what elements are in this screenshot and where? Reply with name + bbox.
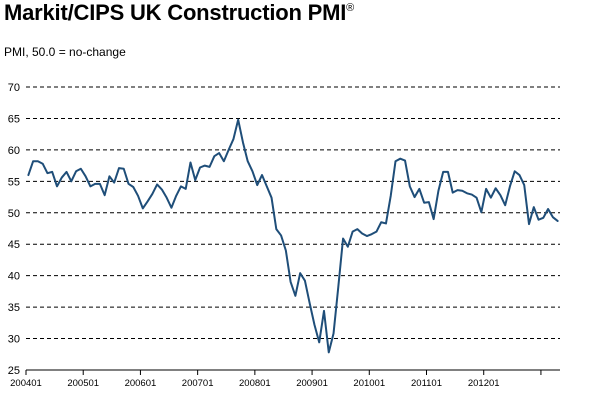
y-tick-label: 45 (8, 239, 20, 251)
x-axis: 200401 200501 200601 200701 200801 200901 2010… (10, 369, 560, 389)
registered-mark: ® (346, 2, 355, 14)
chart-subtitle: PMI, 50.0 = no-change (4, 45, 126, 59)
y-tick-label: 40 (8, 271, 20, 283)
x-tick-label: 200501 (67, 378, 99, 389)
y-tick-label: 25 (8, 365, 20, 377)
chart-title: Markit/CIPS UK Construction PMI® (4, 0, 355, 25)
x-tick-label: 201101 (411, 378, 442, 389)
y-axis-ticks: 25 30 35 40 45 50 55 60 65 70 (8, 82, 20, 377)
y-tick-label: 35 (8, 302, 20, 314)
x-tick-label: 201201 (468, 378, 500, 389)
y-tick-label: 60 (8, 145, 20, 157)
x-tick-label: 200801 (239, 378, 271, 389)
y-tick-label: 55 (8, 176, 20, 188)
x-tick-label: 201001 (353, 378, 385, 389)
gridlines (26, 86, 560, 340)
y-tick-label: 50 (8, 208, 20, 220)
x-tick-label: 200901 (296, 378, 328, 389)
x-tick-label: 200401 (10, 378, 42, 389)
y-tick-label: 30 (8, 334, 20, 346)
y-tick-label: 65 (8, 113, 20, 125)
x-tick-label: 200701 (182, 378, 214, 389)
series-layer (27, 118, 559, 354)
x-tick-label: 200601 (125, 378, 157, 389)
y-tick-label: 70 (8, 82, 20, 94)
series-line-pmi (27, 118, 559, 354)
